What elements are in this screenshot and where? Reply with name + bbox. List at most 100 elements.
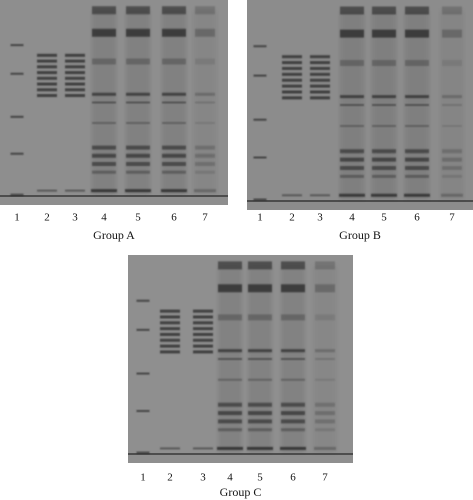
gel-band bbox=[372, 95, 396, 99]
gel-band bbox=[10, 72, 24, 75]
gel-band bbox=[340, 125, 364, 127]
gel-band bbox=[92, 6, 116, 15]
gel-band bbox=[442, 104, 462, 106]
gel-band bbox=[282, 61, 302, 65]
gel-band bbox=[282, 96, 302, 100]
gel-band bbox=[160, 447, 180, 450]
gel-band bbox=[126, 122, 150, 124]
gel-band bbox=[162, 28, 186, 37]
gel-band bbox=[372, 149, 396, 154]
gel-band bbox=[405, 60, 429, 66]
gel-band bbox=[315, 358, 335, 360]
gel-band bbox=[37, 71, 57, 75]
lane-label: 4 bbox=[227, 472, 233, 484]
gel-band bbox=[281, 358, 305, 360]
gel-band bbox=[310, 96, 330, 100]
gel-band bbox=[282, 72, 302, 76]
gel-band bbox=[195, 153, 215, 158]
gel-band bbox=[282, 66, 302, 70]
gel-band bbox=[37, 82, 57, 86]
gel-band bbox=[442, 6, 462, 15]
gel-band bbox=[193, 447, 213, 450]
gel-band bbox=[248, 358, 272, 360]
gel-band bbox=[65, 76, 85, 80]
gel-band bbox=[136, 299, 150, 302]
group-label: Group B bbox=[339, 228, 381, 242]
gel-band bbox=[162, 6, 186, 15]
gel-band bbox=[162, 162, 186, 166]
gel-band bbox=[248, 419, 272, 424]
gel-band bbox=[193, 321, 213, 325]
gel-band bbox=[310, 72, 330, 76]
gel-band bbox=[372, 29, 396, 38]
gel-band bbox=[281, 378, 305, 381]
gel-band bbox=[218, 419, 242, 424]
gel-band bbox=[92, 28, 116, 37]
gel-band bbox=[315, 411, 335, 416]
lane-label: 5 bbox=[381, 212, 387, 224]
gel-band bbox=[441, 193, 463, 197]
gel-band bbox=[315, 428, 335, 432]
lane-label: 1 bbox=[14, 212, 20, 224]
gel-band bbox=[126, 28, 150, 37]
gel-band bbox=[37, 88, 57, 92]
gel-band bbox=[136, 410, 150, 412]
gel-band bbox=[160, 344, 180, 348]
gel-bottom-line bbox=[0, 195, 228, 197]
gel-band bbox=[65, 189, 85, 192]
gel-band bbox=[136, 372, 150, 375]
lane-label: 6 bbox=[290, 472, 296, 484]
group-label: Group C bbox=[220, 485, 262, 499]
gel-band bbox=[253, 198, 267, 201]
gel-band bbox=[126, 6, 150, 15]
gel-band bbox=[442, 157, 462, 162]
gel-band bbox=[65, 82, 85, 86]
gel-band bbox=[160, 332, 180, 336]
gel-band bbox=[442, 125, 462, 127]
gel-band bbox=[218, 378, 242, 381]
gel-band bbox=[218, 261, 242, 270]
gel-band bbox=[37, 59, 57, 63]
gel-band bbox=[65, 59, 85, 63]
gel-band bbox=[218, 428, 242, 432]
gel-band bbox=[340, 166, 364, 170]
gel-band bbox=[92, 162, 116, 166]
gel-band bbox=[405, 125, 429, 127]
gel-band bbox=[253, 156, 267, 159]
gel-band bbox=[442, 29, 462, 38]
gel-band bbox=[310, 194, 330, 197]
gel-band bbox=[162, 145, 186, 150]
gel-panel bbox=[0, 0, 228, 205]
gel-band bbox=[91, 189, 117, 193]
gel-band bbox=[340, 104, 364, 106]
gel-band bbox=[340, 149, 364, 154]
gel-band bbox=[281, 284, 305, 293]
gel-band bbox=[194, 189, 216, 193]
gel-band bbox=[160, 321, 180, 325]
gel-band bbox=[218, 284, 242, 293]
gel-band bbox=[92, 122, 116, 124]
gel-band bbox=[65, 71, 85, 75]
gel-band bbox=[339, 193, 365, 197]
lane-label: 4 bbox=[349, 212, 355, 224]
gel-band bbox=[160, 338, 180, 342]
gel-band bbox=[282, 84, 302, 88]
gel-band bbox=[195, 170, 215, 174]
gel-band bbox=[92, 170, 116, 174]
gel-band bbox=[315, 349, 335, 353]
gel-band bbox=[340, 95, 364, 99]
lane-label: 7 bbox=[449, 212, 455, 224]
gel-band bbox=[160, 350, 180, 354]
gel-band bbox=[193, 332, 213, 336]
gel-band bbox=[253, 118, 267, 121]
gel-band bbox=[310, 66, 330, 70]
gel-band bbox=[372, 174, 396, 178]
lane-label: 6 bbox=[414, 212, 420, 224]
gel-band bbox=[195, 28, 215, 37]
gel-band bbox=[195, 122, 215, 124]
gel-band bbox=[405, 149, 429, 154]
lane-label: 4 bbox=[101, 212, 107, 224]
lane-label: 2 bbox=[167, 472, 173, 484]
gel-panel bbox=[128, 255, 353, 463]
